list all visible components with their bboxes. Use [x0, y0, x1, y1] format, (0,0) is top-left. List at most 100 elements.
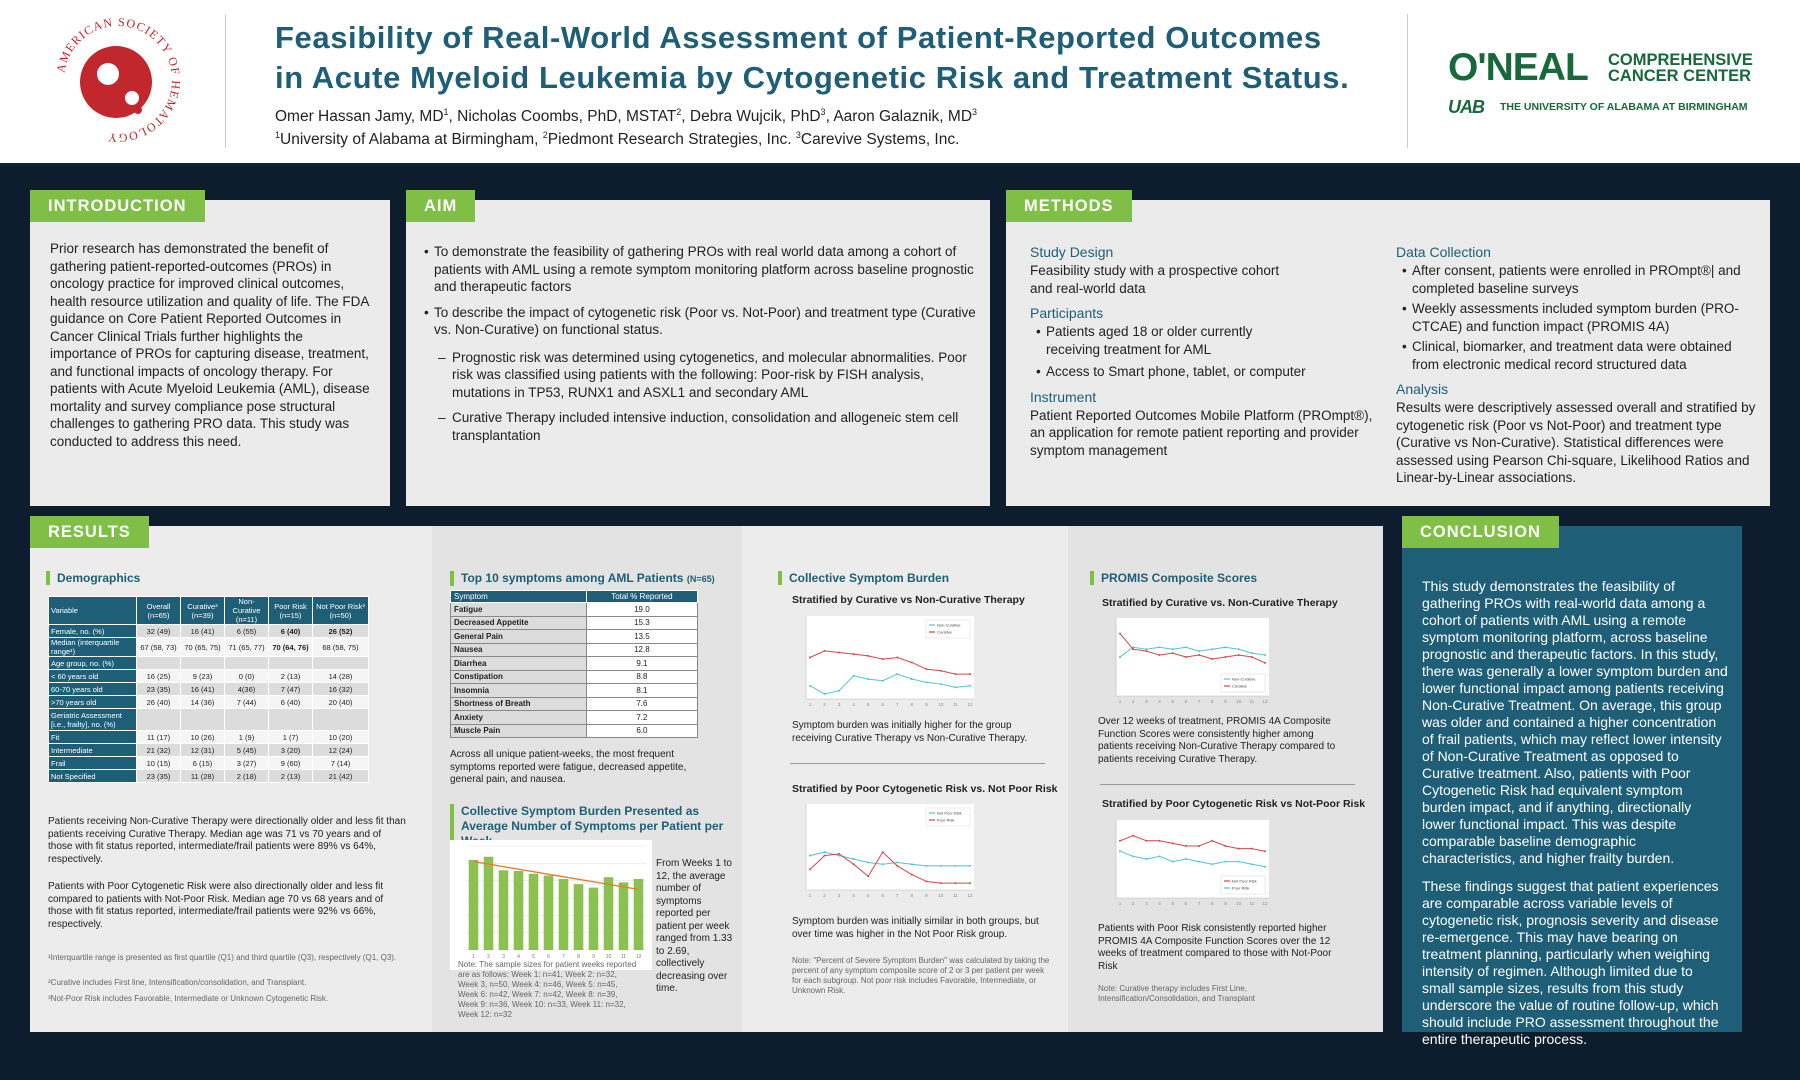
- author-list: Omer Hassan Jamy, MD1, Nicholas Coombs, …: [275, 106, 978, 126]
- tick-label: 11: [953, 893, 958, 898]
- table-cell: 9 (23): [180, 669, 225, 683]
- table-row: Age group, no. (%): [48, 656, 369, 670]
- data-point: [1224, 656, 1227, 658]
- symptom-name: Muscle Pain: [450, 723, 587, 738]
- introduction-panel: INTRODUCTION Prior research has demonstr…: [30, 190, 390, 506]
- data-point: [809, 868, 811, 871]
- bar: [483, 856, 494, 950]
- affiliation: 2Piedmont Research Strategies, Inc.: [542, 129, 796, 148]
- data-point: [1132, 855, 1135, 858]
- tick-label: 7: [1198, 901, 1201, 906]
- symptom-name: Anxiety: [450, 710, 587, 725]
- aim-label: AIM: [406, 190, 476, 222]
- footnote-2: ²Curative includes First line, Intensifi…: [48, 978, 307, 987]
- bar: [573, 884, 584, 950]
- table-cell: 70 (64, 76): [268, 637, 313, 657]
- tick-label: 12: [636, 954, 642, 960]
- symptom-value: 6.0: [585, 723, 699, 738]
- data-point: [925, 668, 928, 671]
- tick-label: 1: [472, 954, 475, 960]
- series-line: [809, 851, 970, 884]
- data-point: [1211, 657, 1214, 660]
- data-point: [1184, 858, 1187, 860]
- data-point: [838, 852, 841, 855]
- table-row: Fatigue 19.0: [450, 602, 699, 617]
- data-point: [823, 693, 826, 696]
- table-cell: 26 (40): [136, 695, 181, 709]
- burden-sub-1: Stratified by Curative vs Non-Curative T…: [792, 594, 1025, 606]
- data-point: [1198, 654, 1201, 657]
- study-design-heading: Study Design: [1030, 244, 1114, 260]
- author: Omer Hassan Jamy, MD1,: [275, 106, 458, 125]
- tick-label: 11: [1249, 901, 1254, 906]
- tick-label: 11: [1249, 699, 1254, 704]
- instrument-heading: Instrument: [1030, 388, 1097, 405]
- data-point: [1158, 855, 1161, 858]
- demographics-col-header: Poor Risk (n=15): [268, 596, 313, 625]
- conclusion-paragraph-1: This study demonstrates the feasibility …: [1422, 578, 1728, 866]
- promis-sub-2: Stratified by Poor Cytogenetic Risk vs N…: [1102, 798, 1366, 810]
- table-cell: 7 (44): [224, 695, 269, 709]
- table-cell: 0 (0): [224, 669, 269, 683]
- data-point: [823, 854, 826, 857]
- data-point: [1237, 648, 1240, 651]
- table-row: Insomnia 8.1: [450, 683, 699, 698]
- promis-text-2: Patients with Poor Risk consistently rep…: [1098, 923, 1332, 972]
- table-row: Decreased Appetite 15.3: [450, 615, 699, 630]
- table-row: General Pain 13.5: [450, 629, 699, 644]
- aim-bullets: To demonstrate the feasibility of gather…: [424, 243, 976, 339]
- row-label: Age group, no. (%): [48, 656, 137, 670]
- legend-label: Non-Curative: [937, 623, 961, 628]
- tick-label: 8: [577, 954, 580, 960]
- table-cell: 67 (58, 73): [136, 637, 181, 657]
- data-point: [809, 684, 811, 687]
- data-point: [939, 864, 942, 867]
- data-point: [954, 686, 957, 689]
- tick-label: 4: [852, 893, 855, 898]
- row-label: 60-70 years old: [48, 682, 137, 696]
- symptom-name: Constipation: [450, 669, 587, 684]
- tick-label: 5: [867, 702, 870, 707]
- data-point: [852, 858, 855, 861]
- tick-label: 1: [1119, 901, 1122, 906]
- table-row: >70 years old 26 (40) 14 (36) 7 (44) 6 (40) 2…: [48, 695, 369, 709]
- data-point: [1158, 654, 1161, 657]
- data-point: [969, 864, 971, 867]
- aim-panel: AIM To demonstrate the feasibility of ga…: [406, 190, 990, 506]
- burden-sub-2: Stratified by Poor Cytogenetic Risk vs. …: [792, 783, 1058, 795]
- data-point: [925, 880, 928, 883]
- burden-note: Note: "Percent of Severe Symptom Burden"…: [792, 956, 1050, 995]
- table-cell: 23 (35): [136, 769, 181, 783]
- legend: [925, 807, 971, 827]
- methods-label: METHODS: [1006, 190, 1132, 222]
- tick-label: 3: [502, 954, 505, 960]
- data-point: [809, 854, 811, 857]
- series-line: [809, 673, 971, 695]
- data-point: [1198, 845, 1201, 847]
- table-cell: 16 (32): [312, 682, 369, 696]
- data-point: [969, 684, 971, 687]
- table-row: Constipation 8.8: [450, 669, 699, 684]
- data-point: [910, 873, 913, 876]
- tick-label: 12: [1262, 901, 1268, 906]
- bar: [603, 877, 614, 950]
- table-row: Diarrhea 9.1: [450, 656, 699, 671]
- row-label: >70 years old: [48, 695, 137, 709]
- symptom-name: General Pain: [450, 629, 587, 644]
- table-row: Muscle Pain 6.0: [450, 723, 699, 738]
- data-point: [881, 658, 884, 661]
- data-point: [1119, 850, 1121, 853]
- data-point: [1224, 860, 1227, 863]
- table-row: Geriatric Assessment [i.e., frailty], no…: [48, 708, 369, 731]
- series-line: [809, 851, 970, 867]
- col-total: Total % Reported: [585, 590, 699, 603]
- table-cell: 10 (20): [312, 730, 369, 744]
- author: Aaron Galaznik, MD3: [833, 106, 978, 125]
- oneal-cancer-center-logo: O'NEAL COMPREHENSIVE CANCER CENTER UAB TH…: [1448, 48, 1768, 118]
- aim-subpoint: Curative Therapy included intensive indu…: [438, 409, 976, 444]
- data-point: [1237, 860, 1240, 863]
- tick-label: 1: [809, 893, 812, 898]
- conclusion-panel: CONCLUSION This study demonstrates the f…: [1402, 516, 1742, 1047]
- data-point: [1184, 656, 1187, 658]
- tick-label: 7: [562, 954, 565, 960]
